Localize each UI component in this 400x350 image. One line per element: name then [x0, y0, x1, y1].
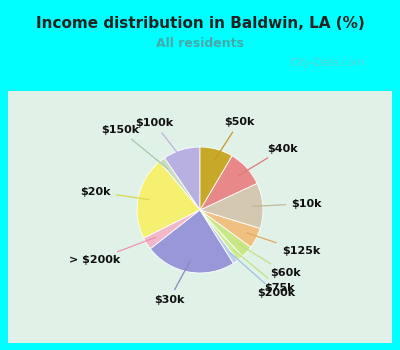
Text: $10k: $10k	[252, 198, 322, 209]
Text: $125k: $125k	[246, 233, 320, 256]
Wedge shape	[200, 210, 238, 263]
Wedge shape	[150, 210, 234, 273]
Text: $75k: $75k	[234, 250, 295, 293]
Wedge shape	[200, 210, 242, 260]
Wedge shape	[200, 210, 260, 247]
Text: $60k: $60k	[239, 244, 301, 278]
Text: $30k: $30k	[154, 261, 190, 305]
Text: $150k: $150k	[101, 125, 168, 169]
Text: City-Data.com: City-Data.com	[291, 58, 365, 68]
Text: $50k: $50k	[214, 117, 254, 160]
Wedge shape	[200, 147, 232, 210]
Wedge shape	[144, 210, 200, 249]
Text: All residents: All residents	[156, 37, 244, 50]
Text: > $200k: > $200k	[69, 237, 156, 266]
Wedge shape	[159, 158, 200, 210]
Text: $20k: $20k	[80, 187, 149, 199]
Text: $100k: $100k	[135, 118, 184, 161]
Bar	[8, 91, 392, 343]
Text: $200k: $200k	[230, 252, 295, 298]
Wedge shape	[200, 183, 263, 229]
Wedge shape	[137, 162, 200, 238]
Wedge shape	[200, 210, 251, 257]
Wedge shape	[200, 156, 257, 210]
Wedge shape	[164, 147, 200, 210]
Text: $40k: $40k	[239, 144, 298, 176]
Text: Income distribution in Baldwin, LA (%): Income distribution in Baldwin, LA (%)	[36, 16, 364, 31]
